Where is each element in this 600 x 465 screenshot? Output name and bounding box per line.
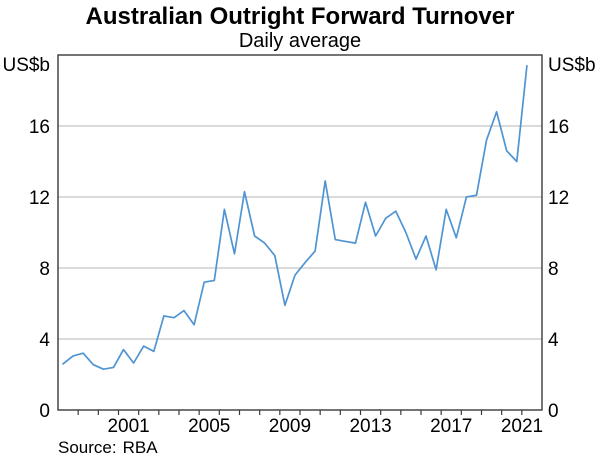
x-axis-year-label: 2013 — [349, 416, 391, 437]
y-tick-label-left: 16 — [29, 117, 50, 138]
y-tick-label-right: 4 — [548, 330, 559, 351]
plot-frame — [57, 54, 543, 411]
y-tick-label-left: 4 — [39, 330, 50, 351]
chart-subtitle: Daily average — [238, 30, 362, 52]
y-tick-label-right: 0 — [548, 401, 559, 422]
x-axis-year-label: 2005 — [188, 416, 230, 437]
x-axis-year-label: 2009 — [269, 416, 311, 437]
x-axis-year-label: 2001 — [107, 416, 149, 437]
y-tick-label-right: 12 — [548, 188, 569, 209]
y-tick-label-left: 8 — [39, 259, 50, 280]
source-label: Source: — [58, 438, 117, 457]
y-axis-unit-left: US$b — [2, 55, 50, 76]
y-tick-label-left: 0 — [39, 401, 50, 422]
source-value: RBA — [122, 438, 158, 457]
y-axis-unit-right: US$b — [548, 55, 596, 76]
turnover-line-series — [62, 64, 528, 371]
x-axis-year-label: 2021 — [501, 416, 543, 437]
y-tick-label-right: 16 — [548, 117, 569, 138]
y-tick-label-left: 12 — [29, 188, 50, 209]
y-tick-label-right: 8 — [548, 259, 559, 280]
source-note: Source: RBA — [58, 439, 158, 457]
chart-title: Australian Outright Forward Turnover — [85, 3, 515, 30]
x-axis-year-label: 2017 — [430, 416, 472, 437]
